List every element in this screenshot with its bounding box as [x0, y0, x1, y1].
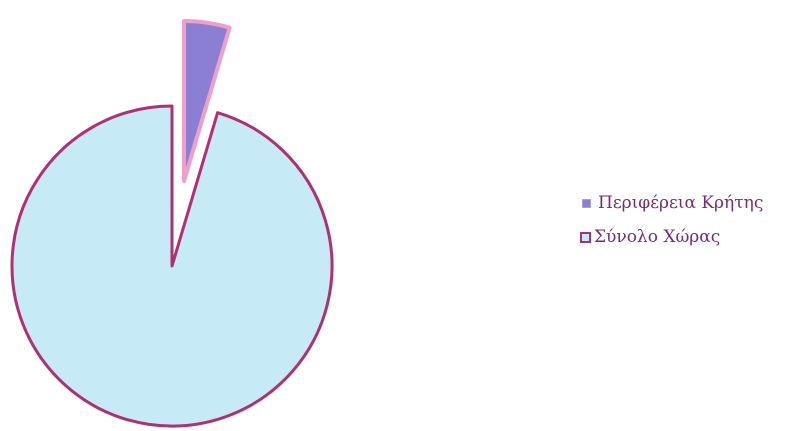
legend-swatch-country-total: [580, 231, 591, 243]
legend-item-crete: Περιφέρεια Κρήτης: [580, 193, 763, 213]
legend-label-country-total: Σύνολο Χώρας: [594, 227, 721, 247]
legend-swatch-crete: [582, 198, 591, 208]
legend-label-crete: Περιφέρεια Κρήτης: [598, 193, 764, 213]
pie-slice-crete: [182, 19, 232, 183]
legend: Περιφέρεια Κρήτης Σύνολο Χώρας: [580, 193, 763, 247]
legend-item-country-total: Σύνολο Χώρας: [580, 227, 763, 247]
pie-slice-country-total: [10, 104, 334, 428]
